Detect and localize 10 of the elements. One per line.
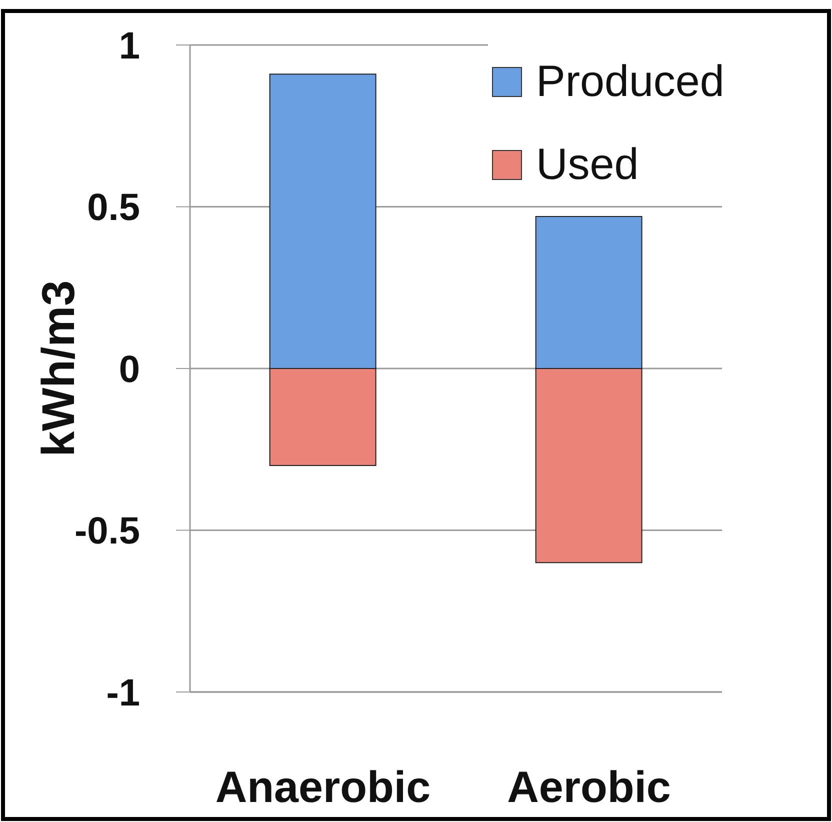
y-tick-label: 0.5 [87, 187, 140, 230]
y-tick-label: 1 [118, 25, 140, 68]
legend-label: Produced [536, 56, 724, 108]
y-axis-title: kWh/m3 [32, 280, 84, 457]
y-tick-label: -1 [106, 672, 140, 714]
y-tick-label: -0.5 [74, 510, 140, 553]
y-tick-label: 0 [118, 348, 140, 391]
x-tick-label: Anaerobic [215, 763, 431, 812]
x-tick-label: Aerobic [507, 763, 671, 812]
legend-label: Used [536, 139, 639, 191]
